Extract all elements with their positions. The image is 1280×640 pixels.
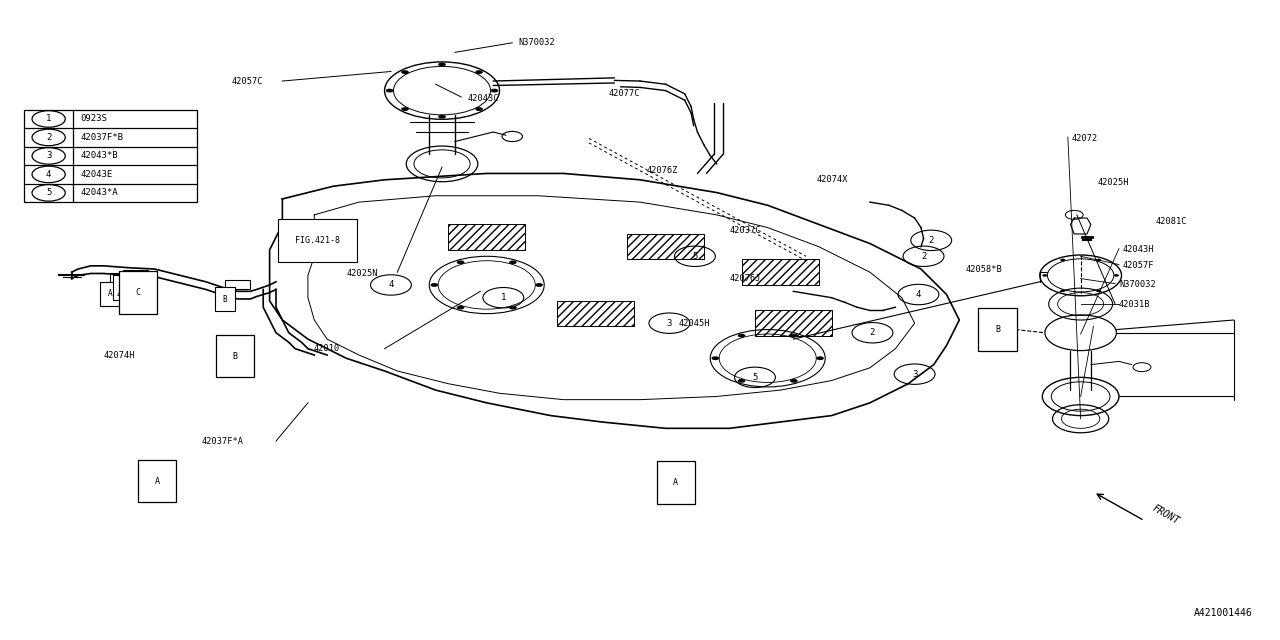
Circle shape: [1042, 274, 1047, 276]
Text: 42025N: 42025N: [347, 269, 378, 278]
Text: 42045H: 42045H: [678, 319, 710, 328]
Text: 2: 2: [920, 252, 927, 260]
Text: 1: 1: [46, 115, 51, 124]
Circle shape: [509, 260, 517, 264]
Text: N370032: N370032: [1119, 280, 1156, 289]
Circle shape: [790, 333, 797, 337]
Circle shape: [438, 115, 445, 118]
Text: 42025H: 42025H: [1097, 179, 1129, 188]
Text: 42074X: 42074X: [817, 175, 847, 184]
Bar: [755, 310, 832, 336]
Circle shape: [1060, 289, 1065, 292]
Text: 5: 5: [753, 373, 758, 382]
Text: 4: 4: [915, 290, 922, 299]
Text: 42072: 42072: [1071, 134, 1098, 143]
Bar: [627, 234, 704, 259]
Circle shape: [737, 379, 745, 383]
Text: 2: 2: [870, 328, 876, 337]
Text: 2: 2: [928, 236, 934, 245]
Text: 4: 4: [388, 280, 394, 289]
Text: 42058*B: 42058*B: [965, 264, 1002, 273]
Text: 42037F*B: 42037F*B: [81, 133, 124, 142]
Text: 42031B: 42031B: [1119, 300, 1151, 309]
Text: 42074H: 42074H: [104, 351, 136, 360]
Text: B: B: [233, 352, 238, 361]
Text: 4: 4: [46, 170, 51, 179]
Circle shape: [1096, 289, 1101, 292]
Text: 42057F: 42057F: [1123, 260, 1155, 269]
Circle shape: [385, 89, 393, 93]
Circle shape: [401, 70, 408, 74]
Circle shape: [438, 63, 445, 67]
Text: 0923S: 0923S: [81, 115, 108, 124]
Bar: [225, 280, 251, 289]
Text: N370032: N370032: [518, 38, 556, 47]
Text: 42043E: 42043E: [81, 170, 113, 179]
Text: 3: 3: [911, 370, 918, 379]
Text: 42076J: 42076J: [730, 274, 760, 283]
Text: FRONT: FRONT: [1151, 502, 1181, 526]
Circle shape: [457, 306, 465, 310]
Text: FIG.421-8: FIG.421-8: [296, 236, 340, 245]
Text: 3: 3: [46, 152, 51, 161]
Text: C: C: [136, 288, 141, 297]
Bar: [448, 225, 525, 250]
Text: 42076Z: 42076Z: [646, 166, 678, 175]
Text: 42077C: 42077C: [608, 90, 640, 99]
Circle shape: [457, 260, 465, 264]
Text: B: B: [223, 294, 228, 303]
Text: 3: 3: [667, 319, 672, 328]
Bar: [742, 259, 819, 285]
Circle shape: [475, 70, 483, 74]
Bar: [557, 301, 634, 326]
Text: C: C: [120, 283, 125, 292]
Text: 42043*B: 42043*B: [81, 152, 118, 161]
Text: 42043C: 42043C: [467, 93, 499, 103]
Circle shape: [1096, 259, 1101, 261]
Circle shape: [1060, 259, 1065, 261]
Circle shape: [817, 356, 824, 360]
Text: 42043H: 42043H: [1123, 245, 1155, 255]
Text: 42037C: 42037C: [730, 227, 760, 236]
Text: A: A: [108, 289, 113, 298]
Text: A: A: [673, 478, 678, 487]
Circle shape: [490, 89, 498, 93]
Circle shape: [737, 333, 745, 337]
Text: B: B: [995, 325, 1000, 334]
Text: 42010: 42010: [314, 344, 340, 353]
Text: 2: 2: [46, 133, 51, 142]
Circle shape: [1114, 274, 1119, 276]
Circle shape: [401, 107, 408, 111]
Text: A421001446: A421001446: [1194, 608, 1253, 618]
Circle shape: [509, 306, 517, 310]
Circle shape: [430, 283, 438, 287]
Text: 42057C: 42057C: [232, 77, 264, 86]
Circle shape: [790, 379, 797, 383]
Text: 42037F*A: 42037F*A: [202, 436, 244, 445]
Bar: [123, 269, 148, 278]
Circle shape: [535, 283, 543, 287]
Text: 5: 5: [692, 252, 698, 260]
Text: 5: 5: [46, 188, 51, 197]
Text: A: A: [155, 477, 160, 486]
Circle shape: [475, 107, 483, 111]
Text: 42074B: 42074B: [116, 290, 147, 299]
Bar: [110, 273, 142, 284]
Circle shape: [712, 356, 719, 360]
Text: 42081C: 42081C: [1156, 217, 1188, 226]
Text: 42043*A: 42043*A: [81, 188, 118, 197]
Text: 1: 1: [500, 293, 506, 302]
